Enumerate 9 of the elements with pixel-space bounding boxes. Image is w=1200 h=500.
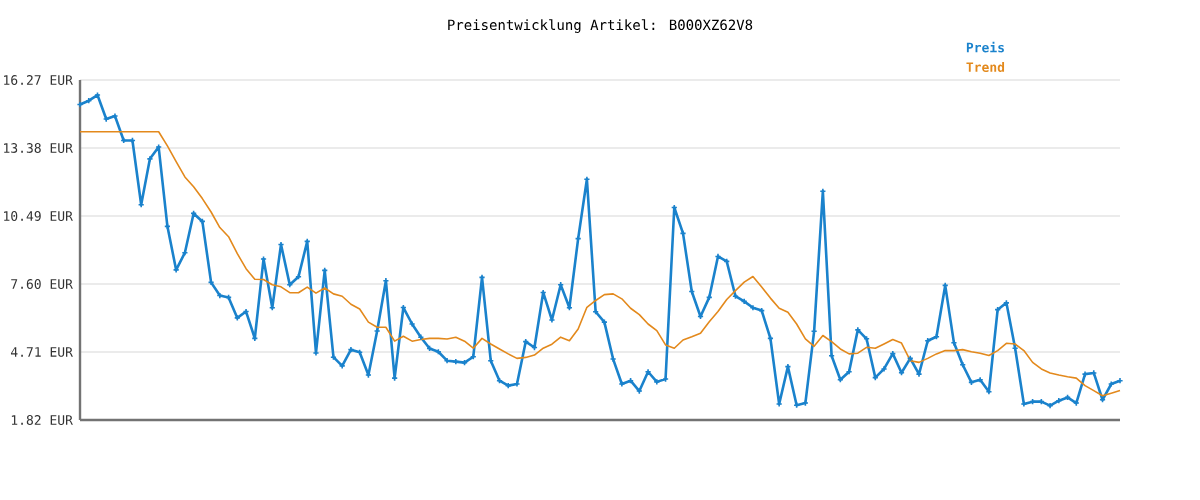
- y-tick-label: 10.49 EUR: [4, 211, 73, 221]
- y-tick-label: 1.82 EUR: [11, 415, 73, 425]
- y-tick-label: 4.71 EUR: [10, 347, 73, 357]
- y-tick-label: 7.60 EUR: [11, 279, 73, 289]
- y-tick-label: 16.27 EUR: [4, 75, 73, 85]
- text: Preis: [966, 41, 1004, 53]
- chart-title: Preisentwicklung Artikel: B000XZ62V8: [448, 19, 753, 33]
- y-tick-label: 13.38 EUR: [4, 143, 73, 153]
- text: Trend: [966, 61, 1005, 73]
